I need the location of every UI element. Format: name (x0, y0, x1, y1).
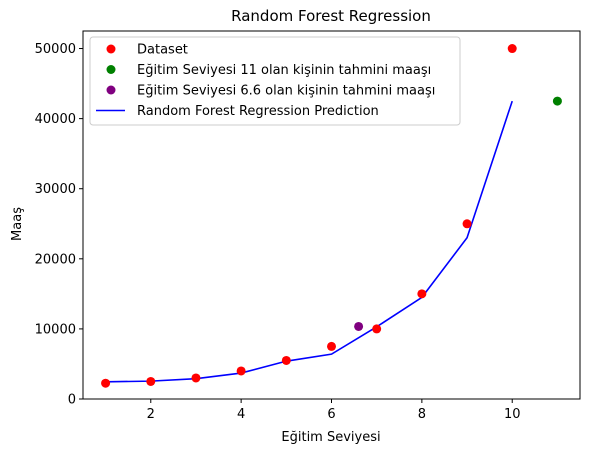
data-point-series-0 (417, 289, 427, 299)
legend: Dataset Eğitim Seviyesi 11 olan kişinin t… (89, 36, 461, 126)
y-tick-label: 10000 (35, 322, 76, 337)
y-tick-label: 40000 (35, 112, 76, 127)
y-tick-label: 30000 (35, 182, 76, 197)
legend-label: Eğitim Seviyesi 11 olan kişinin tahmini … (137, 63, 431, 78)
legend-label: Dataset (137, 43, 188, 58)
y-axis-label: Maaş (10, 207, 25, 241)
legend-marker (106, 65, 116, 74)
prediction-line (105, 100, 513, 383)
data-point-series-0 (507, 44, 517, 54)
x-tick-label: 4 (237, 407, 245, 422)
data-point-series-0 (327, 341, 336, 351)
data-point-series-0 (281, 355, 291, 365)
data-point-series-0 (101, 378, 111, 388)
x-tick-label: 10 (504, 407, 521, 422)
data-point-series-1 (552, 96, 562, 106)
legend-marker (106, 85, 116, 95)
data-point-series-0 (236, 366, 246, 376)
x-tick-label: 2 (147, 407, 155, 422)
data-point-series-2 (354, 321, 364, 331)
y-tick-label: 50000 (35, 42, 76, 57)
chart-title: Random Forest Regression (231, 7, 431, 25)
legend-box (89, 36, 461, 126)
x-tick-label: 8 (418, 407, 426, 422)
legend-marker (106, 44, 116, 54)
data-point-series-0 (372, 324, 382, 334)
data-point-series-0 (146, 376, 156, 386)
x-axis-label: Eğitim Seviyesi (281, 430, 380, 445)
y-tick-label: 20000 (35, 252, 76, 267)
plot-area: 2 4 6 8 10 0 10000 20000 30000 40000 50000 (35, 30, 581, 422)
legend-label: Random Forest Regression Prediction (137, 104, 379, 119)
legend-label: Eğitim Seviyesi 6.6 olan kişinin tahmini… (137, 84, 435, 99)
x-tick-label: 6 (327, 407, 335, 422)
y-tick-label: 0 (68, 393, 76, 408)
data-point-series-0 (462, 219, 472, 229)
data-point-series-0 (191, 373, 201, 383)
